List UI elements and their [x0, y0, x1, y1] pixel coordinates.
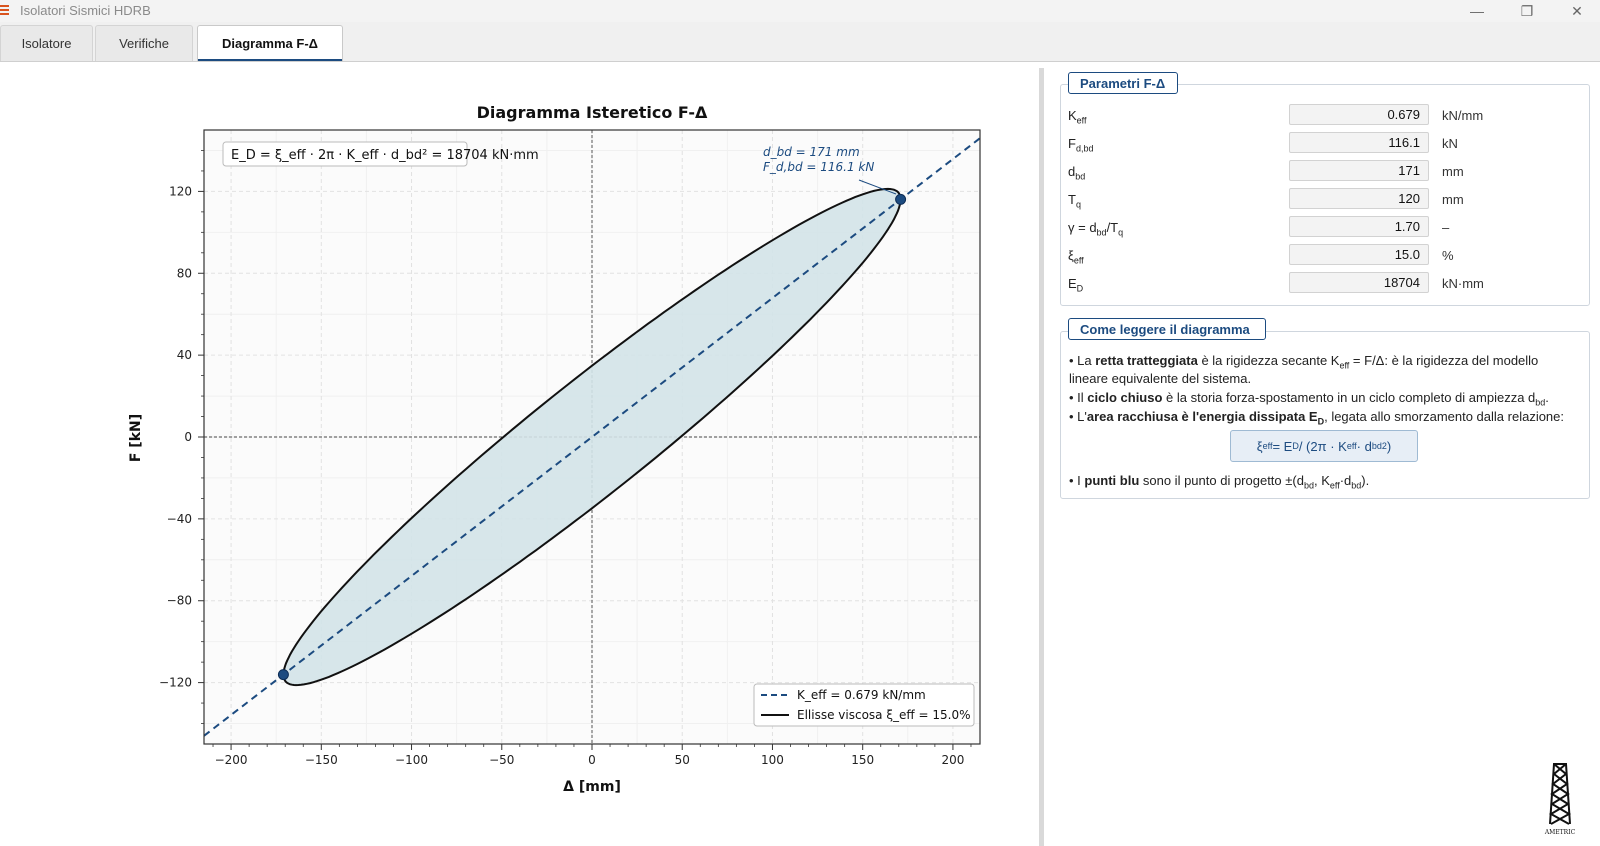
guide-line-2: • Il ciclo chiuso è la storia forza-spos… [1069, 390, 1549, 408]
y-tick-label: 0 [184, 430, 192, 444]
chart-title: Diagramma Isteretico F-Δ [477, 103, 708, 122]
x-tick-label: 50 [675, 753, 690, 767]
design-point [277, 669, 289, 681]
legend-keff-label: K_eff = 0.679 kN/mm [797, 688, 926, 702]
maximize-icon: ❐ [1520, 2, 1534, 19]
param-unit: % [1442, 248, 1454, 263]
hysteresis-chart: −200 −150 −100 −50 0 50 100 150 200 −120 −80 −40 0 40… [128, 103, 981, 795]
param-value-field[interactable]: 116.1 [1289, 132, 1429, 153]
x-tick-label: −150 [305, 753, 338, 767]
param-row: Keff 0.679 kN/mm [1068, 104, 1538, 128]
ticks: −200 −150 −100 −50 0 50 100 150 200 −120 −80 −40 0 40… [159, 150, 972, 767]
param-label: ED [1068, 276, 1084, 294]
param-label: Tq [1068, 192, 1081, 210]
param-label: dbd [1068, 164, 1086, 182]
param-row: ED 18704 kN·mm [1068, 272, 1538, 296]
close-icon: ✕ [1571, 2, 1583, 19]
param-value-field[interactable]: 18704 [1289, 272, 1429, 293]
param-unit: mm [1442, 164, 1464, 179]
ametric-logo: AMETRIC [1544, 763, 1576, 836]
param-row: ξeff 15.0% [1068, 244, 1538, 268]
annotation-arrow [858, 179, 897, 195]
grid [204, 130, 980, 744]
tab-isolatore[interactable]: Isolatore [0, 25, 93, 61]
param-unit: kN/mm [1442, 108, 1484, 123]
tab-bar: Isolatore Verifiche Diagramma F-Δ [0, 22, 1600, 62]
design-point-annotation: d_bd = 171 mm F_d,bd = 116.1 kN [763, 145, 897, 195]
logo-text: AMETRIC [1544, 829, 1576, 836]
y-axis-label: F [kN] [128, 414, 144, 462]
annotation-dbd: d_bd = 171 mm [763, 145, 860, 159]
param-value-field[interactable]: 1.70 [1289, 216, 1429, 237]
param-label: Keff [1068, 108, 1087, 126]
param-row: dbd 171 mm [1068, 160, 1538, 184]
param-unit: kN [1442, 136, 1458, 151]
splitter-handle[interactable] [1039, 68, 1044, 846]
param-row: Fd,bd 116.1 kN [1068, 132, 1538, 156]
guide-line-1: • La retta tratteggiata è la rigidezza s… [1069, 353, 1539, 371]
window-title: Isolatori Sismici HDRB [20, 3, 151, 18]
guide-group [1060, 331, 1590, 499]
x-tick-label: −50 [489, 753, 514, 767]
params-group-title: Parametri F-Δ [1068, 72, 1178, 94]
minimize-button[interactable]: — [1452, 0, 1502, 22]
y-tick-label: 120 [169, 184, 192, 198]
guide-line-4: • I punti blu sono il punto di progetto … [1069, 473, 1370, 491]
param-row: γ = dbd/Tq 1.70– [1068, 216, 1538, 240]
x-tick-label: 100 [761, 753, 784, 767]
param-label: ξeff [1068, 248, 1084, 266]
viscous-ellipse-curve [282, 187, 902, 687]
maximize-button[interactable]: ❐ [1502, 0, 1552, 22]
guide-group-title: Come leggere il diagramma [1068, 318, 1266, 340]
param-label: Fd,bd [1068, 136, 1094, 154]
title-bar: Isolatori Sismici HDRB — ❐ ✕ [0, 0, 1600, 22]
energy-annotation-text: E_D = ξ_eff · 2π · K_eff · d_bd² = 18704… [231, 148, 539, 163]
design-point [895, 193, 907, 205]
param-unit: – [1442, 220, 1450, 235]
param-unit: kN·mm [1442, 276, 1484, 291]
close-button[interactable]: ✕ [1552, 0, 1600, 22]
energy-annotation: E_D = ξ_eff · 2π · K_eff · d_bd² = 18704… [222, 141, 539, 167]
x-tick-label: 200 [941, 753, 964, 767]
param-value-field[interactable]: 15.0 [1289, 244, 1429, 265]
param-value-field[interactable]: 120 [1289, 188, 1429, 209]
tab-label: Diagramma F-Δ [221, 36, 319, 51]
tab-label: Verifiche [119, 36, 169, 51]
legend: K_eff = 0.679 kN/mm Ellisse viscosa ξ_ef… [753, 683, 975, 727]
guide-line-3: • L'area racchiusa è l'energia dissipata… [1069, 409, 1565, 427]
y-tick-label: −120 [159, 676, 192, 690]
tab-verifiche[interactable]: Verifiche [95, 25, 193, 61]
app-icon [0, 5, 9, 15]
x-tick-label: −200 [215, 753, 248, 767]
y-tick-label: 40 [177, 348, 192, 362]
ellipse-fill [283, 188, 901, 686]
minimize-icon: — [1470, 3, 1484, 19]
x-axis-label: Δ [mm] [563, 779, 621, 795]
x-tick-label: 150 [851, 753, 874, 767]
tab-diagramma[interactable]: Diagramma F-Δ [197, 25, 343, 61]
param-unit: mm [1442, 192, 1464, 207]
param-value-field[interactable]: 171 [1289, 160, 1429, 181]
x-tick-label: 0 [588, 753, 596, 767]
param-row: Tq 120 mm [1068, 188, 1538, 212]
param-label: γ = dbd/Tq [1068, 220, 1124, 238]
y-tick-label: 80 [177, 266, 192, 280]
y-tick-label: −80 [167, 594, 192, 608]
param-value-field[interactable]: 0.679 [1289, 104, 1429, 125]
legend-ellipse-label: Ellisse viscosa ξ_eff = 15.0% [797, 708, 970, 722]
y-tick-label: −40 [167, 512, 192, 526]
x-tick-label: −100 [395, 753, 428, 767]
guide-line-1b: lineare equivalente del sistema. [1069, 371, 1252, 386]
secant-stiffness-line [204, 137, 980, 737]
data-layer [204, 137, 980, 737]
annotation-fdbd: F_d,bd = 116.1 kN [763, 160, 874, 174]
tab-label: Isolatore [21, 36, 72, 51]
